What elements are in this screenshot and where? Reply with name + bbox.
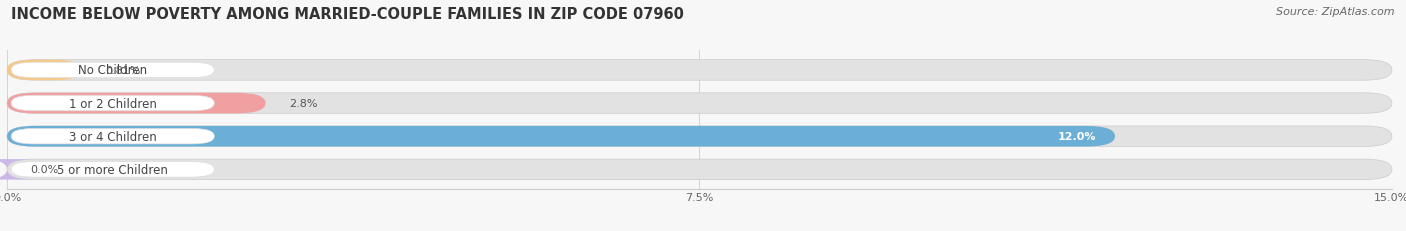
FancyBboxPatch shape [11,162,214,177]
Text: 3 or 4 Children: 3 or 4 Children [69,130,156,143]
Text: Source: ZipAtlas.com: Source: ZipAtlas.com [1277,7,1395,17]
Text: 5 or more Children: 5 or more Children [58,163,169,176]
Text: 0.81%: 0.81% [105,66,141,76]
FancyBboxPatch shape [7,60,1392,81]
FancyBboxPatch shape [7,126,1392,147]
Text: 0.0%: 0.0% [30,165,59,175]
FancyBboxPatch shape [11,63,214,78]
FancyBboxPatch shape [11,129,214,144]
FancyBboxPatch shape [7,159,1392,180]
Text: 2.8%: 2.8% [288,99,318,109]
Text: 12.0%: 12.0% [1057,132,1097,142]
FancyBboxPatch shape [7,60,82,81]
Text: No Children: No Children [79,64,148,77]
Text: INCOME BELOW POVERTY AMONG MARRIED-COUPLE FAMILIES IN ZIP CODE 07960: INCOME BELOW POVERTY AMONG MARRIED-COUPL… [11,7,685,22]
FancyBboxPatch shape [7,126,1115,147]
FancyBboxPatch shape [11,96,214,111]
FancyBboxPatch shape [0,159,35,180]
Text: 1 or 2 Children: 1 or 2 Children [69,97,156,110]
FancyBboxPatch shape [7,93,266,114]
FancyBboxPatch shape [7,93,1392,114]
